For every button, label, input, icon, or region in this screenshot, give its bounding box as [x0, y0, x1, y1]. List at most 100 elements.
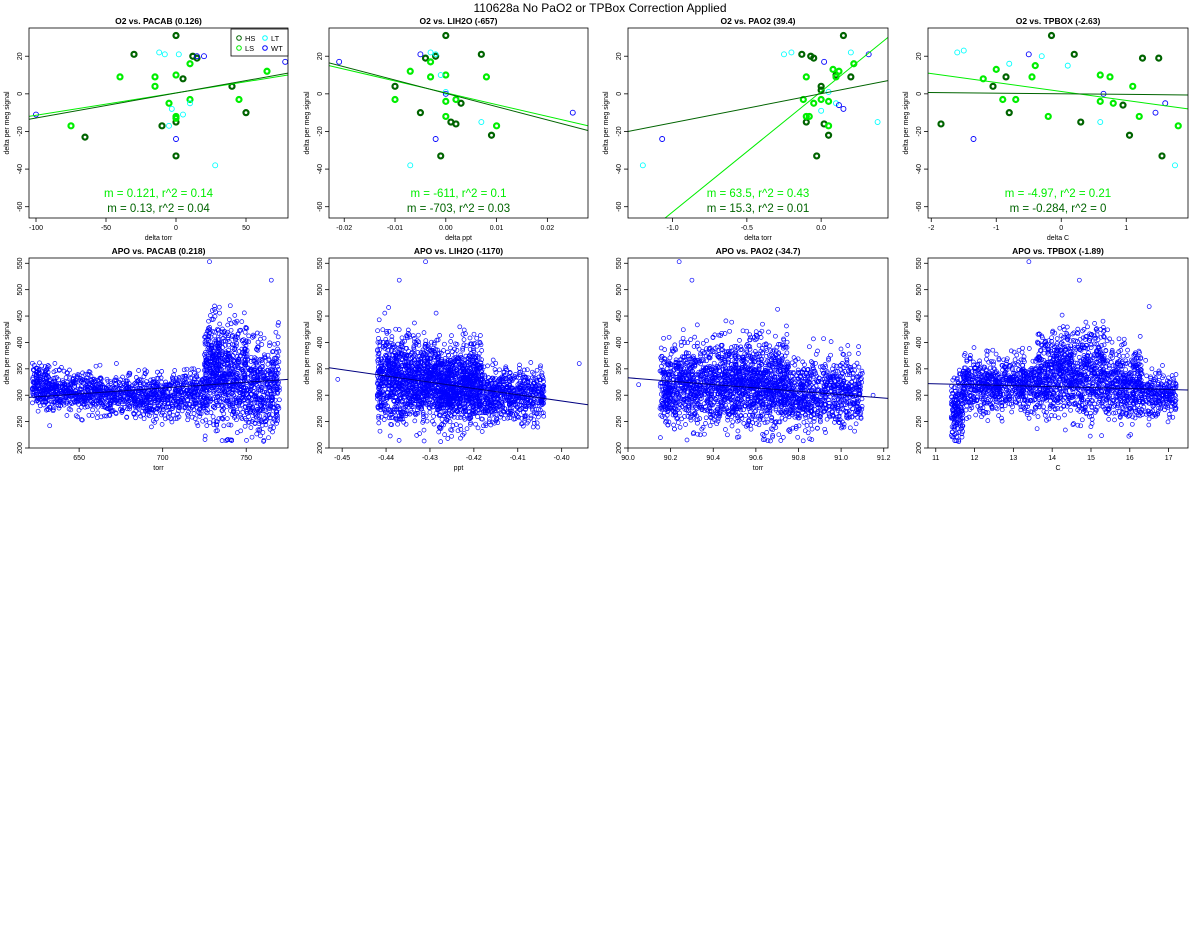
data-point [268, 367, 273, 372]
data-point [476, 391, 482, 397]
y-tick-label: 250 [17, 416, 24, 428]
data-point [143, 371, 148, 377]
data-point [130, 394, 135, 399]
data-point [466, 395, 472, 401]
data-point [450, 373, 455, 379]
data-point [217, 340, 222, 346]
series-hs [937, 31, 1166, 160]
data-point [414, 433, 420, 438]
data-point [438, 439, 444, 444]
data-point [202, 377, 208, 383]
data-point [233, 320, 239, 326]
data-point [467, 335, 473, 341]
data-point [420, 353, 425, 359]
data-point [220, 385, 226, 391]
data-point [275, 415, 280, 421]
data-point [159, 384, 165, 390]
data-point [266, 435, 271, 441]
data-point [108, 381, 114, 386]
data-point [104, 405, 110, 411]
data-point [446, 352, 451, 358]
data-point [960, 47, 967, 54]
data-point [788, 49, 795, 56]
data-point [79, 417, 84, 422]
data-point [1005, 109, 1013, 117]
data-point [379, 360, 385, 366]
x-tick-label: 0 [174, 225, 178, 232]
data-point [391, 390, 397, 396]
data-point [157, 372, 163, 378]
data-point [219, 438, 225, 443]
data-point [431, 414, 436, 419]
data-point [466, 355, 471, 361]
data-point [412, 370, 418, 375]
data-point [386, 415, 392, 421]
data-point [71, 376, 76, 381]
data-point [267, 403, 273, 409]
data-point [403, 345, 409, 351]
data-point [90, 413, 95, 418]
data-point [448, 361, 454, 366]
data-point [248, 392, 254, 397]
data-point [471, 349, 477, 355]
data-point [216, 346, 222, 352]
data-point [43, 371, 48, 377]
data-point [165, 99, 173, 107]
y-tick-label: -40 [916, 164, 923, 174]
data-point [151, 82, 159, 90]
data-point [63, 388, 69, 393]
data-point [198, 406, 204, 411]
data-point [168, 393, 174, 399]
data-point [477, 50, 485, 58]
data-point [232, 347, 237, 353]
data-point [226, 398, 232, 404]
data-point [136, 368, 141, 373]
series-ls [799, 60, 858, 130]
data-point [271, 425, 276, 430]
data-point [1129, 82, 1137, 90]
data-point [378, 394, 383, 399]
data-point [223, 438, 229, 444]
data-point [425, 361, 431, 366]
data-point [375, 347, 380, 353]
data-point [411, 369, 417, 375]
plot-frame [28, 27, 289, 219]
data-point [375, 328, 380, 334]
data-point [1138, 54, 1147, 62]
data-point [420, 347, 426, 353]
data-point [244, 438, 249, 443]
data-point [434, 337, 440, 343]
data-point [428, 355, 434, 361]
data-point [180, 111, 186, 118]
data-point [439, 398, 444, 403]
data-point [179, 402, 185, 408]
data-point [148, 377, 154, 383]
data-point [243, 325, 249, 330]
data-point [141, 397, 147, 403]
data-point [226, 363, 232, 369]
data-point [413, 375, 419, 380]
data-point [245, 419, 251, 425]
y-tick-label: -20 [17, 126, 24, 136]
data-point [260, 430, 266, 435]
data-point [221, 330, 227, 336]
fit-annotation: m = 0.13, r^2 = 0.04 [107, 203, 210, 215]
data-point [230, 341, 235, 347]
data-point [270, 359, 275, 365]
data-point [135, 397, 141, 403]
data-point [382, 310, 388, 316]
data-point [246, 398, 252, 404]
fit-annotation: m = -0.284, r^2 = 0 [1010, 203, 1107, 215]
data-point [90, 394, 96, 400]
data-point [149, 407, 155, 413]
data-point [249, 372, 254, 378]
data-point [203, 417, 209, 423]
data-point [204, 388, 210, 394]
data-point [83, 397, 88, 402]
data-point [194, 53, 200, 60]
data-point [137, 382, 143, 388]
data-point [258, 417, 264, 423]
data-point [493, 375, 498, 381]
data-point [275, 334, 281, 340]
series-ls [979, 62, 1182, 130]
